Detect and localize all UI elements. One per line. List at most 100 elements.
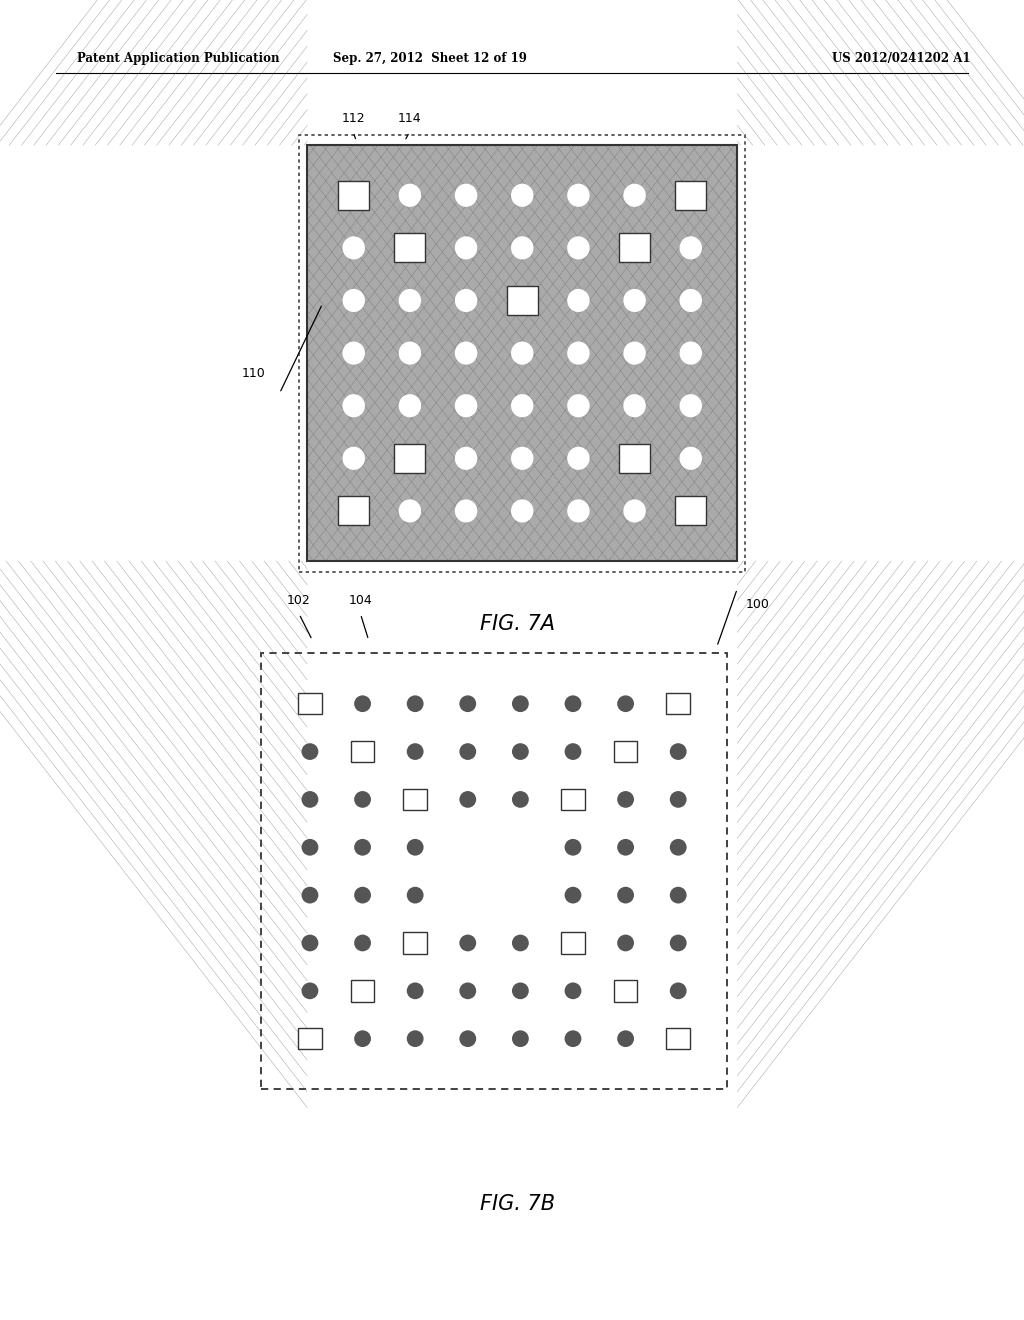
Ellipse shape [398,395,421,417]
Ellipse shape [354,1031,371,1047]
Ellipse shape [511,183,534,207]
Ellipse shape [455,395,477,417]
Ellipse shape [342,289,365,312]
Ellipse shape [455,289,477,312]
Bar [261,653,727,1089]
Ellipse shape [301,935,318,952]
Ellipse shape [354,935,371,952]
Ellipse shape [617,840,634,855]
Ellipse shape [564,1031,582,1047]
Bar [394,444,425,473]
Bar [561,788,585,810]
Ellipse shape [670,887,687,903]
Bar [307,145,737,561]
Text: Patent Application Publication: Patent Application Publication [77,51,280,65]
Ellipse shape [512,791,528,808]
Ellipse shape [567,236,590,260]
Ellipse shape [567,499,590,523]
Ellipse shape [511,342,534,364]
Ellipse shape [407,887,424,903]
Ellipse shape [460,696,476,711]
Ellipse shape [624,499,646,523]
Ellipse shape [512,1031,528,1047]
Ellipse shape [624,342,646,364]
Ellipse shape [455,446,477,470]
Bar [667,1028,690,1049]
Ellipse shape [624,289,646,312]
Ellipse shape [564,743,582,760]
Ellipse shape [460,1031,476,1047]
Ellipse shape [512,935,528,952]
Ellipse shape [398,289,421,312]
Ellipse shape [407,696,424,711]
Ellipse shape [301,743,318,760]
Ellipse shape [398,499,421,523]
Ellipse shape [342,395,365,417]
Bar [403,788,427,810]
Bar [298,693,322,714]
Ellipse shape [460,743,476,760]
Ellipse shape [511,236,534,260]
Text: 112: 112 [341,112,366,125]
Ellipse shape [354,887,371,903]
Ellipse shape [624,395,646,417]
Ellipse shape [617,791,634,808]
Bar [675,181,707,210]
Ellipse shape [301,887,318,903]
Text: FIG. 7A: FIG. 7A [479,614,555,635]
Ellipse shape [301,840,318,855]
Ellipse shape [670,935,687,952]
Ellipse shape [398,342,421,364]
Ellipse shape [680,446,702,470]
Ellipse shape [567,342,590,364]
Ellipse shape [670,840,687,855]
Bar [298,1028,322,1049]
Ellipse shape [567,183,590,207]
Ellipse shape [680,395,702,417]
Ellipse shape [301,982,318,999]
Bar [338,496,370,525]
Ellipse shape [511,395,534,417]
Text: 102: 102 [287,594,311,607]
Ellipse shape [354,791,371,808]
Ellipse shape [617,887,634,903]
Ellipse shape [567,289,590,312]
Ellipse shape [511,499,534,523]
Bar [299,135,745,572]
Ellipse shape [342,236,365,260]
Text: 100: 100 [745,598,770,611]
Ellipse shape [455,499,477,523]
Ellipse shape [512,982,528,999]
Ellipse shape [407,1031,424,1047]
Ellipse shape [342,342,365,364]
Ellipse shape [567,446,590,470]
Bar [620,444,650,473]
Bar [394,234,425,263]
Ellipse shape [354,696,371,711]
Ellipse shape [564,840,582,855]
Bar [613,979,637,1002]
Ellipse shape [398,183,421,207]
Bar [620,234,650,263]
Bar [667,693,690,714]
Bar [613,741,637,763]
Ellipse shape [407,743,424,760]
Text: Sep. 27, 2012  Sheet 12 of 19: Sep. 27, 2012 Sheet 12 of 19 [333,51,527,65]
Text: FIG. 7B: FIG. 7B [479,1193,555,1214]
Bar [561,932,585,954]
Ellipse shape [617,935,634,952]
Ellipse shape [624,183,646,207]
Ellipse shape [564,887,582,903]
Ellipse shape [680,236,702,260]
Bar [675,496,707,525]
Ellipse shape [617,696,634,711]
Ellipse shape [455,183,477,207]
Ellipse shape [680,342,702,364]
Ellipse shape [680,289,702,312]
Ellipse shape [564,982,582,999]
Ellipse shape [512,743,528,760]
Ellipse shape [670,791,687,808]
Ellipse shape [564,696,582,711]
Ellipse shape [455,236,477,260]
Ellipse shape [455,342,477,364]
